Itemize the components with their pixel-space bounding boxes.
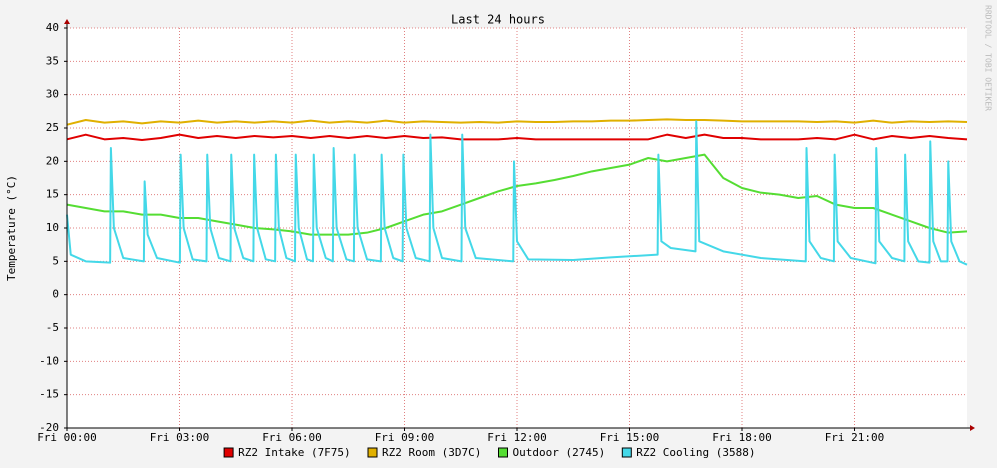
y-tick-label: -5 [46,321,59,334]
y-axis-arrow [64,19,70,24]
y-tick-label: 40 [46,21,59,34]
y-tick-label: 20 [46,154,59,167]
x-tick-label: Fri 15:00 [600,431,660,444]
legend-swatch [621,447,632,458]
y-tick-label: -10 [39,354,59,367]
y-axis-label: Temperature (°C) [5,175,18,281]
y-tick-label: 30 [46,88,59,101]
x-tick-label: Fri 12:00 [487,431,547,444]
y-tick-label: 25 [46,121,59,134]
y-tick-label: -15 [39,388,59,401]
series-line [66,153,968,236]
legend-swatch [367,447,378,458]
legend-label: RZ2 Room (3D7C) [382,446,481,459]
legend-swatch [498,447,508,458]
series-line [66,118,968,126]
x-tick-label: Fri 18:00 [712,431,772,444]
chart-title: Last 24 hours [451,13,545,27]
y-tick-label: -20 [39,421,59,434]
x-tick-label: Fri 03:00 [150,431,210,444]
y-tick-label: 15 [46,188,59,201]
legend-label: RZ2 Intake (7F75) [238,446,351,459]
x-axis-arrow [970,425,975,431]
watermark: RRDTOOL / TOBI OETIKER [984,5,993,111]
y-tick-label: 35 [46,54,59,67]
y-tick-label: 0 [52,288,59,301]
y-tick-label: 10 [46,221,59,234]
legend-label: RZ2 Cooling (3588) [636,446,755,459]
y-tick-label: 5 [52,254,59,267]
x-tick-label: Fri 21:00 [825,431,885,444]
series-line [66,133,968,141]
x-tick-label: Fri 06:00 [262,431,322,444]
series-line [66,120,968,266]
x-tick-label: Fri 09:00 [375,431,435,444]
legend-label: Outdoor (2745) [513,446,606,459]
x-tick-label: Fri 00:00 [37,431,97,444]
lines [66,118,968,266]
grid: -20 -15 -10 -5 0 5 10 15 20 25 30 35 40 Fri 00:00 Fri … [37,21,967,444]
legend: RZ2 Intake (7F75) RZ2 Room (3D7C) Outdoor … [223,446,756,459]
legend-swatch [223,447,234,458]
